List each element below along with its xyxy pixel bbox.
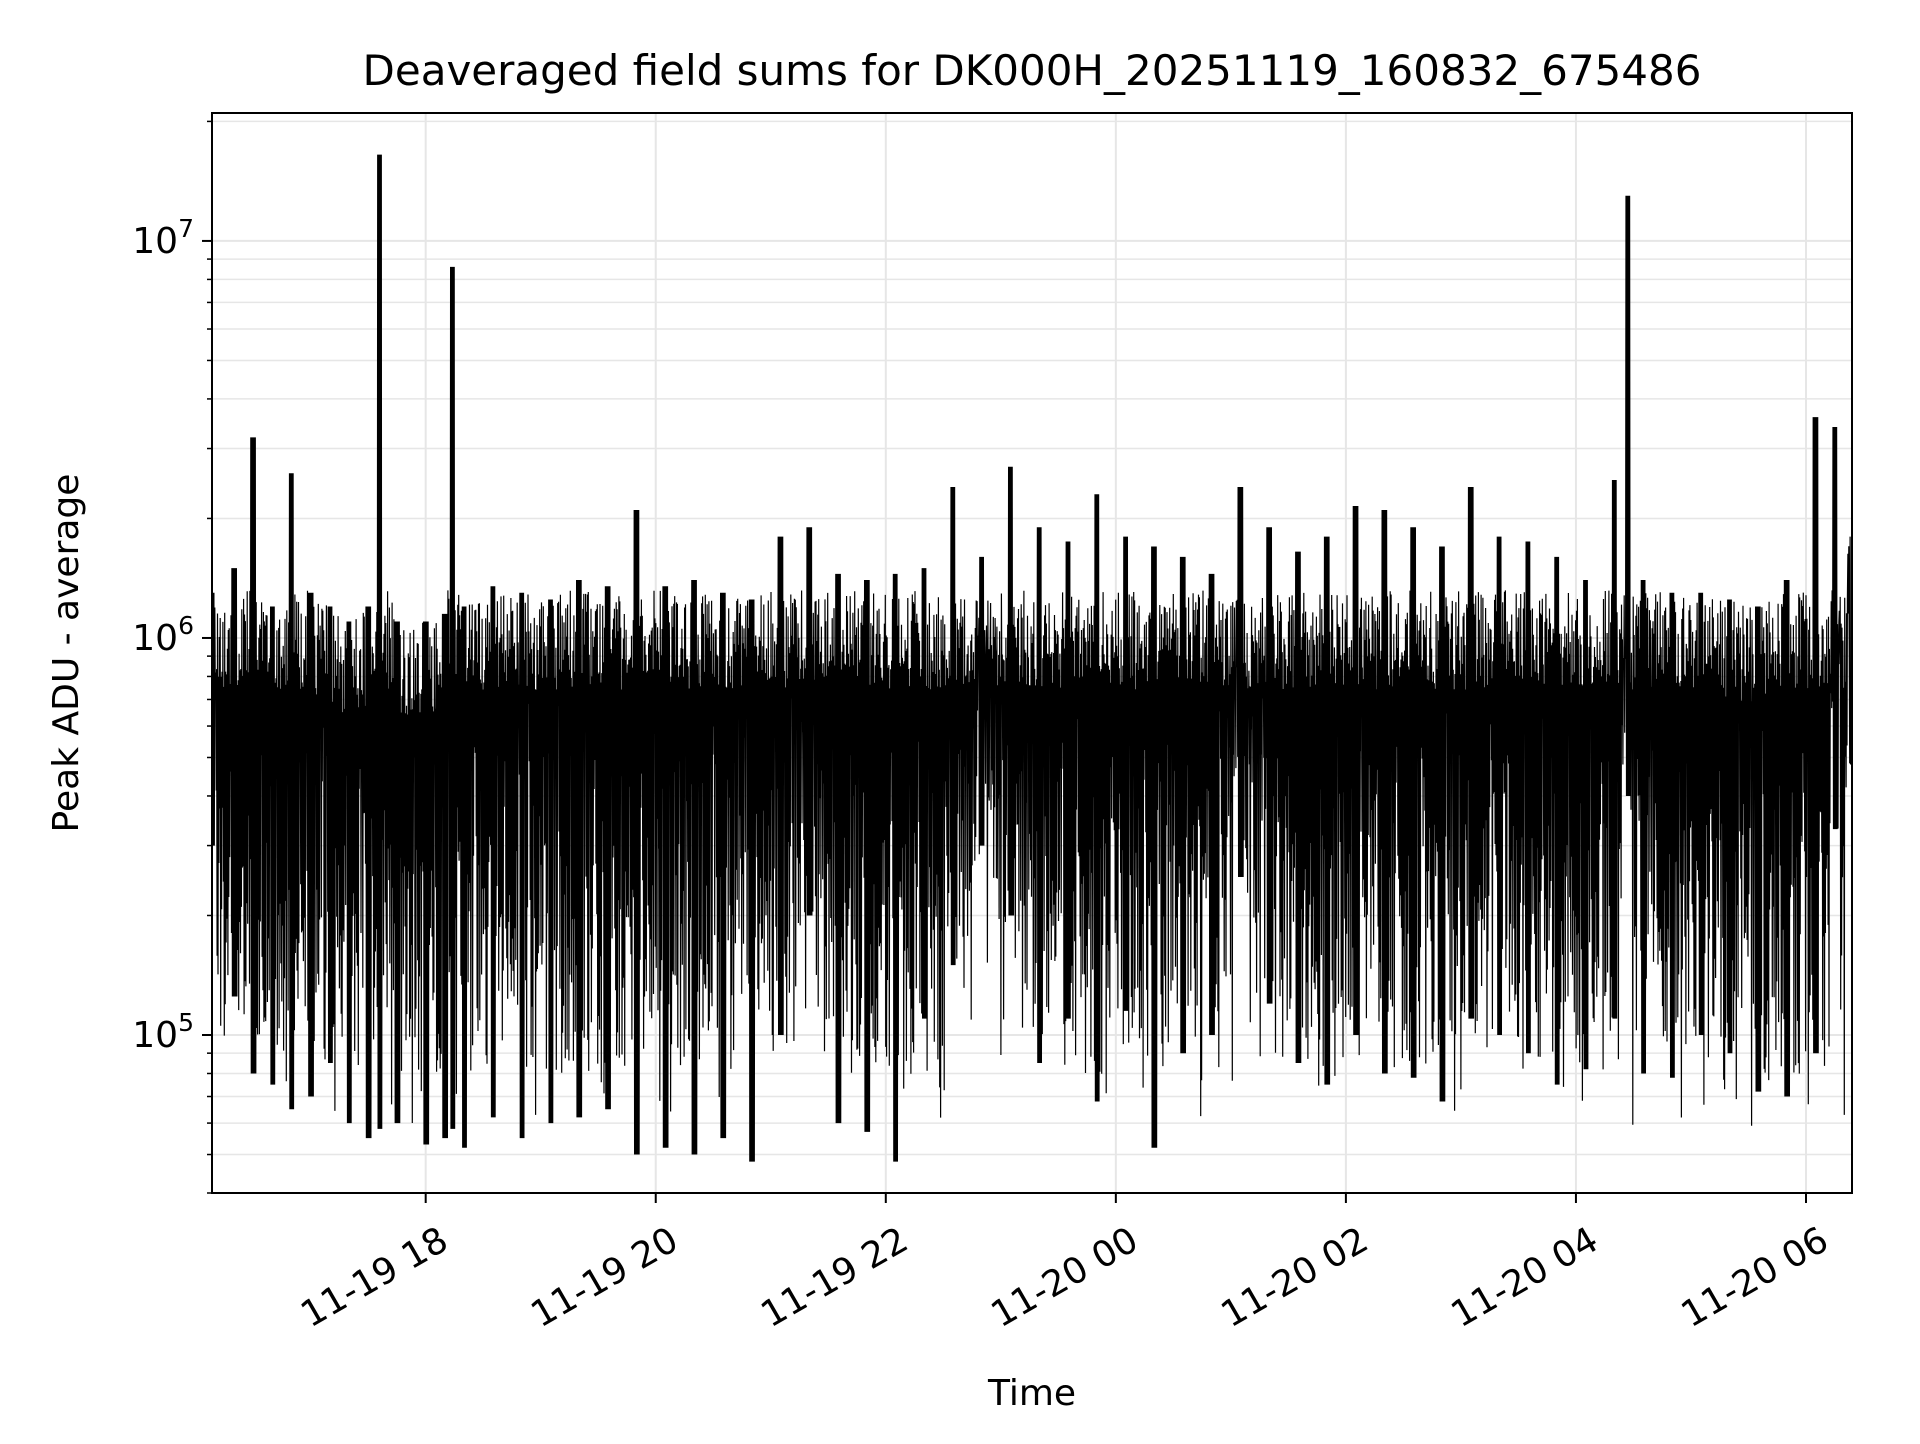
x-tick-label: 11-19 20 xyxy=(524,1219,685,1335)
y-tick-label: 107 xyxy=(132,214,194,262)
x-axis-label: Time xyxy=(987,1373,1076,1414)
y-tick-label-base: 10 xyxy=(132,1015,178,1056)
x-tick-label: 11-19 22 xyxy=(754,1219,915,1335)
y-tick-label: 106 xyxy=(132,611,194,659)
y-tick-label-exponent: 6 xyxy=(178,611,194,640)
chart-title: Deaveraged field sums for DK000H_2025111… xyxy=(363,46,1702,95)
plot-frame xyxy=(211,112,1853,1194)
series-layer xyxy=(212,154,1852,1162)
x-tick-label: 11-20 02 xyxy=(1215,1219,1376,1335)
y-tick-label-exponent: 5 xyxy=(178,1008,194,1037)
x-tick-label: 11-20 00 xyxy=(984,1219,1145,1335)
x-tick-label: 11-20 06 xyxy=(1675,1219,1836,1335)
series-line xyxy=(212,154,1852,1162)
y-tick-label-exponent: 7 xyxy=(178,214,194,243)
y-tick-label-base: 10 xyxy=(132,221,178,262)
y-tick-label-base: 10 xyxy=(132,618,178,659)
x-tick-label: 11-20 04 xyxy=(1445,1219,1606,1335)
y-axis-label: Peak ADU - average xyxy=(46,474,87,833)
y-tick-label: 105 xyxy=(132,1008,194,1056)
x-tick-label: 11-19 18 xyxy=(294,1219,455,1335)
